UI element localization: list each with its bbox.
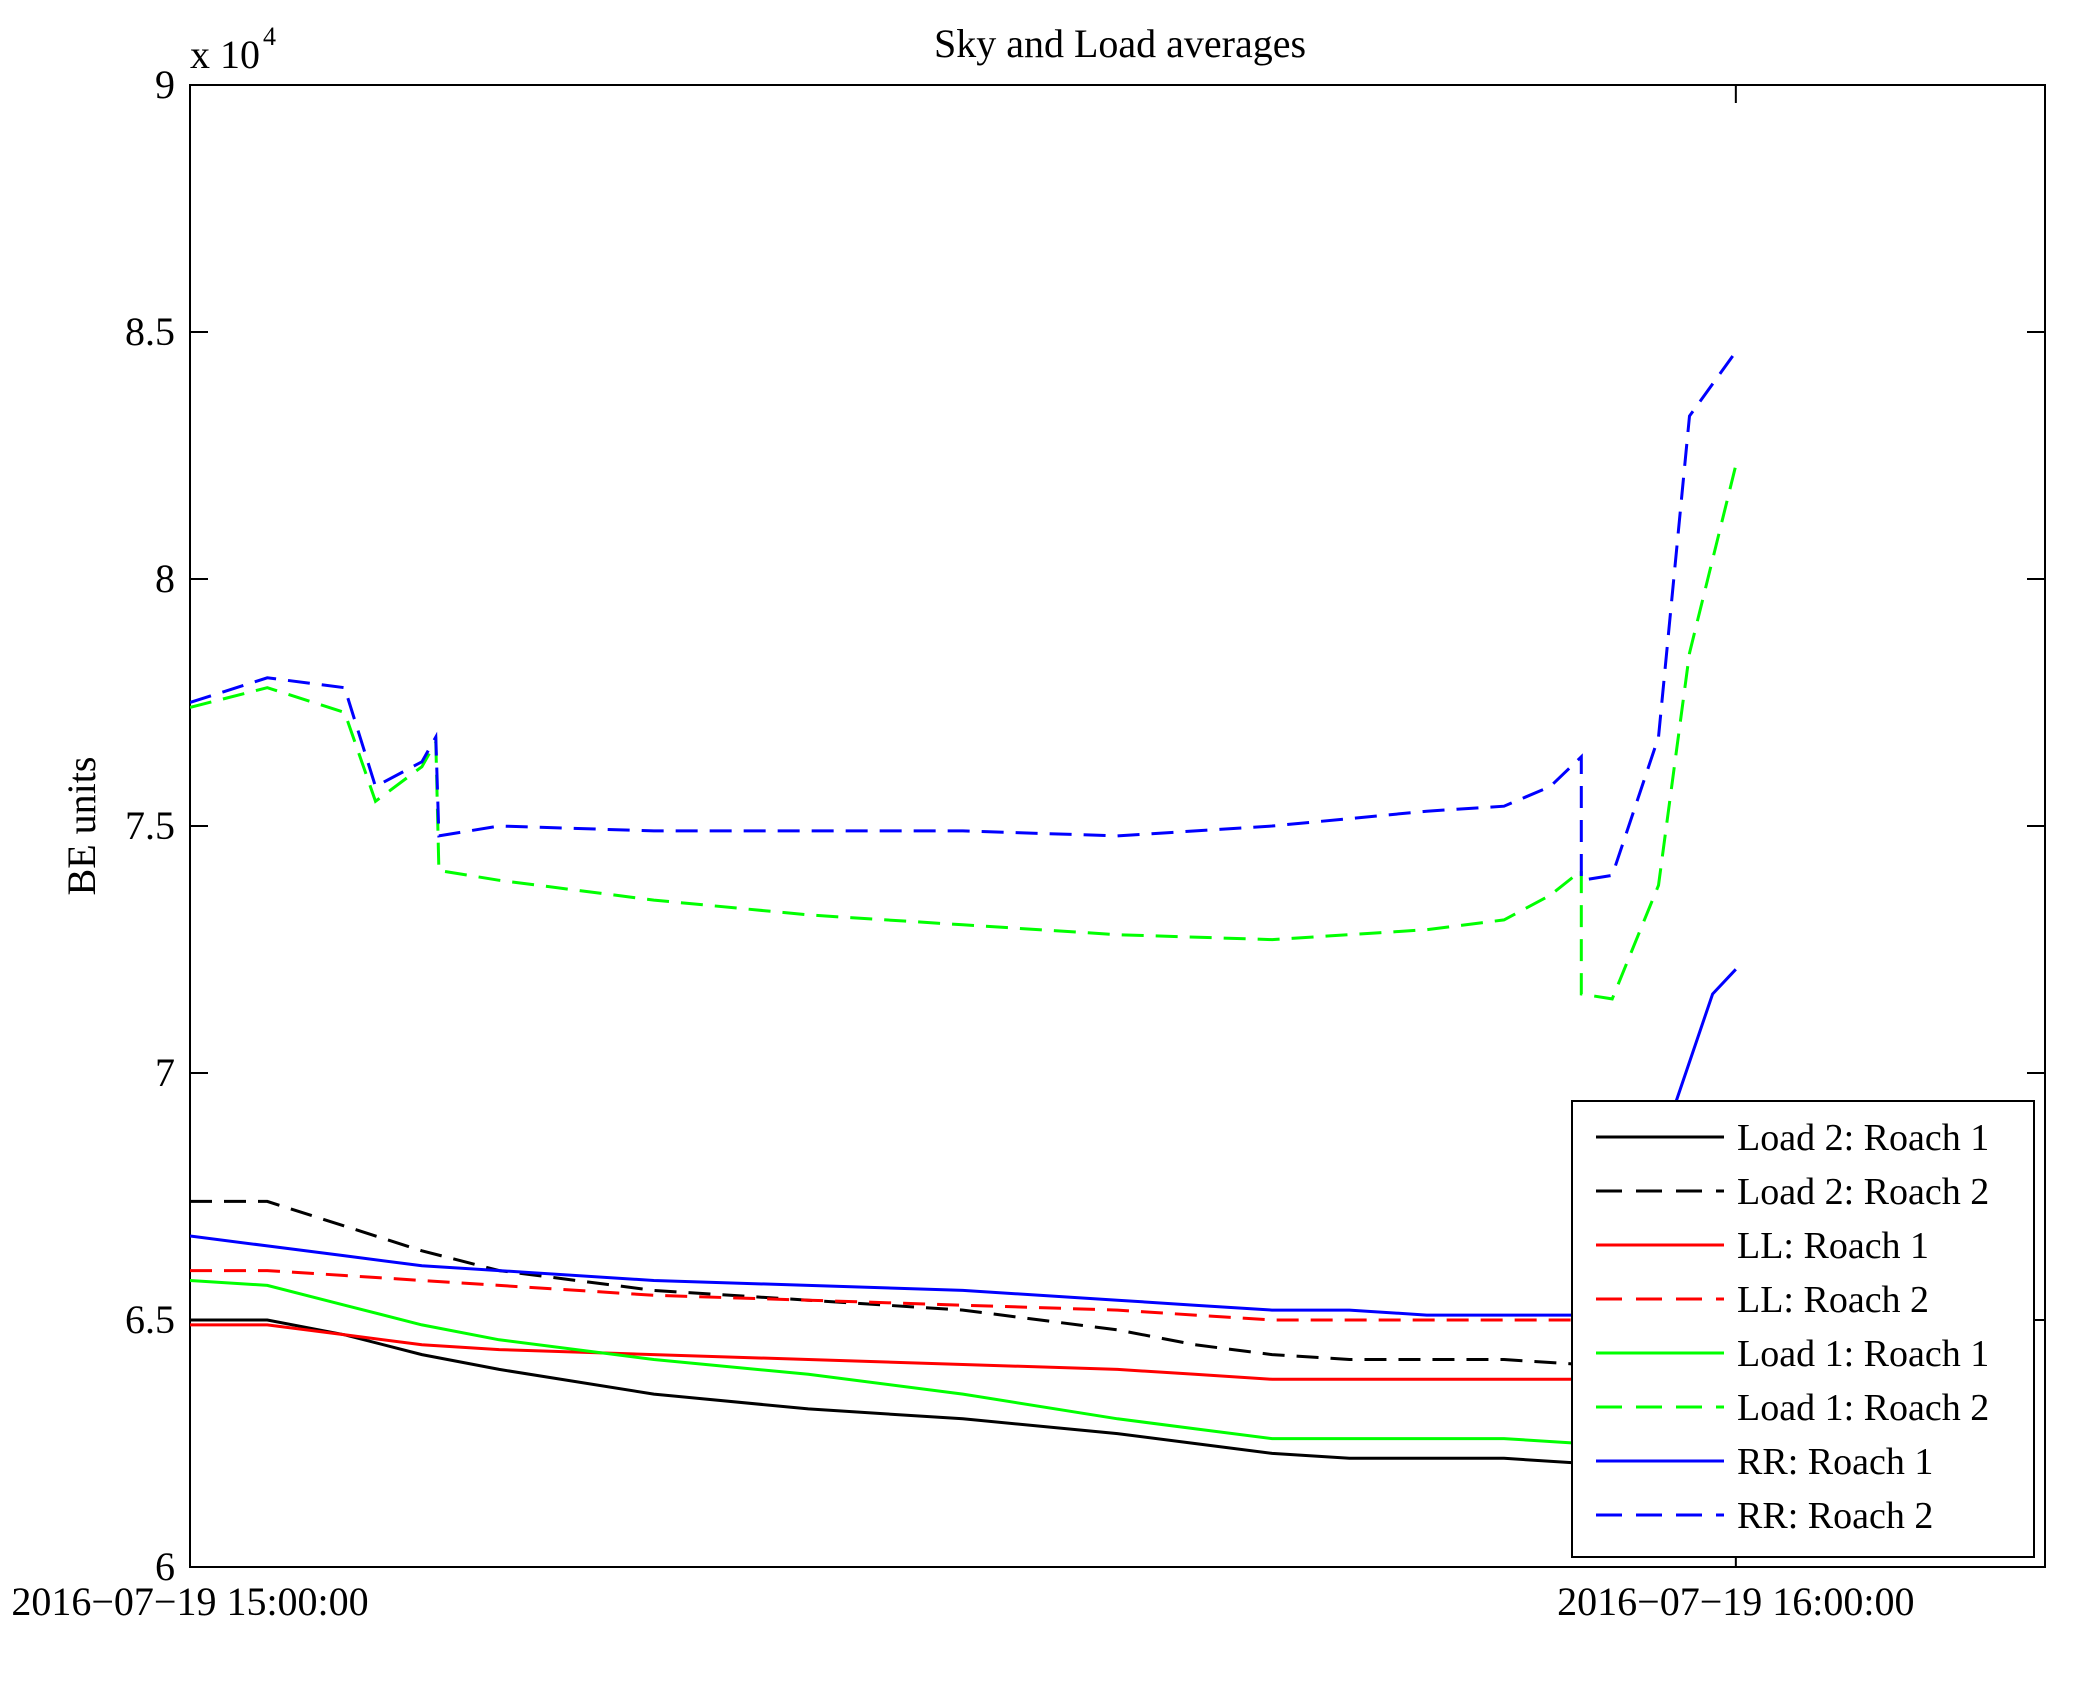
series-line-rr-roach-2 <box>190 350 1738 883</box>
y-tick-label: 6.5 <box>125 1297 175 1342</box>
legend-label: Load 1: Roach 1 <box>1737 1333 1989 1375</box>
legend-label: Load 2: Roach 1 <box>1737 1117 1989 1159</box>
y-multiplier-exponent: 4 <box>263 22 276 51</box>
x-tick-label: 2016−07−19 15:00:00 <box>11 1579 368 1624</box>
y-tick-label: 6 <box>155 1544 175 1589</box>
legend-label: LL: Roach 1 <box>1737 1225 1929 1267</box>
legend-label: Load 2: Roach 2 <box>1737 1171 1989 1213</box>
y-tick-label: 7 <box>155 1050 175 1095</box>
series-line-load-1-roach-2 <box>190 465 1738 1001</box>
legend-box <box>1571 1100 2035 1558</box>
legend-label: Load 1: Roach 2 <box>1737 1387 1989 1429</box>
legend-label: LL: Roach 2 <box>1737 1279 1929 1321</box>
y-multiplier-base: x 10 <box>190 32 260 77</box>
y-axis-label: BE units <box>59 757 104 896</box>
legend-label: RR: Roach 1 <box>1737 1441 1933 1483</box>
y-tick-label: 8 <box>155 556 175 601</box>
axis-ticks: 6 6.5 7 7.5 8 8.5 9 2016−07−19 15:00:00 2016−07−… <box>11 62 2045 1624</box>
y-tick-label: 8.5 <box>125 309 175 354</box>
legend: Load 2: Roach 1 Load 2: Roach 2 LL: Roach … <box>1571 1100 2035 1558</box>
x-tick-label: 2016−07−19 16:00:00 <box>1557 1579 1914 1624</box>
y-tick-label: 9 <box>155 62 175 107</box>
chart-title: Sky and Load averages <box>934 21 1306 66</box>
y-tick-label: 7.5 <box>125 803 175 848</box>
legend-label: RR: Roach 2 <box>1737 1495 1933 1537</box>
